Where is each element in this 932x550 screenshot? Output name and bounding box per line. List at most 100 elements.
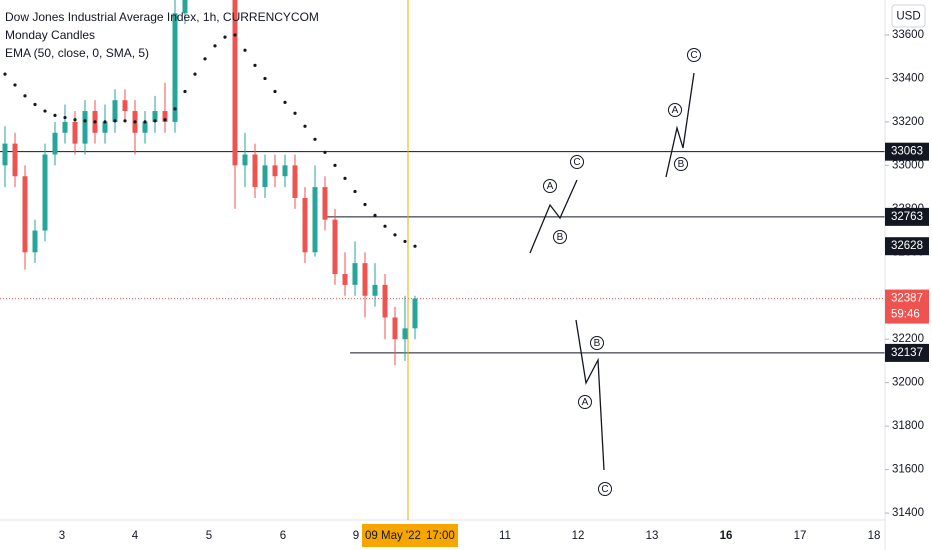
wave-label-circle <box>668 103 682 117</box>
x-tick-label: 16 <box>720 530 733 542</box>
wave-drawing[interactable] <box>529 72 695 471</box>
candle-body <box>12 143 18 177</box>
candle-body <box>402 328 408 340</box>
ema-dot <box>243 48 247 52</box>
ema-dot <box>273 89 277 94</box>
ema-dot <box>353 189 357 194</box>
indicator-label: EMA (50, close, 0, SMA, 5) <box>5 46 149 60</box>
x-tick-label: 5 <box>206 530 212 542</box>
candle-body <box>42 154 48 231</box>
ema-dot <box>113 119 117 123</box>
y-tick-label: 31800 <box>892 420 924 432</box>
y-tick-label: 33000 <box>892 159 924 171</box>
ema-dot <box>173 107 177 111</box>
crosshair-date: 09 May '22 <box>365 530 421 542</box>
ema-dot <box>73 118 77 122</box>
candle-body <box>142 121 148 133</box>
ema-dot <box>233 33 237 37</box>
ema-dot <box>373 213 377 217</box>
candle-body <box>172 13 178 122</box>
candle-body <box>292 165 298 198</box>
ema-dot <box>343 176 347 181</box>
ema-dot <box>283 100 287 104</box>
candle-body <box>62 121 68 133</box>
candle-body <box>282 165 288 177</box>
ema-value-label: 32628 <box>891 240 923 252</box>
indicator-label: Monday Candles <box>5 28 95 42</box>
last-price-label: 32387 <box>891 293 923 305</box>
currency-label[interactable]: USD <box>896 11 920 23</box>
y-tick-label: 33600 <box>892 29 924 41</box>
candle-body <box>382 284 388 318</box>
ema-dot <box>43 109 47 113</box>
y-tick-label: 31400 <box>892 507 924 519</box>
wave-path[interactable] <box>529 179 578 254</box>
wave-label: A <box>672 105 679 116</box>
ema-dot <box>83 119 87 123</box>
level-box <box>885 343 929 362</box>
wave-label: C <box>690 50 697 61</box>
candle-body <box>112 100 118 122</box>
candle-body <box>412 298 418 329</box>
candle-body <box>372 284 378 296</box>
currency-button[interactable] <box>891 4 926 28</box>
wave-label-circle <box>570 155 584 169</box>
candle-body <box>102 121 108 133</box>
last-price-box <box>885 289 929 324</box>
ema-dot <box>103 120 107 124</box>
x-tick-label: 3 <box>59 530 65 542</box>
y-tick-label: 31600 <box>892 464 924 476</box>
candle-body <box>252 154 258 188</box>
x-tick-label: 6 <box>280 530 286 542</box>
crosshair-time: 17:00 <box>426 530 455 542</box>
ema-dot <box>303 124 307 128</box>
ema-dot <box>213 44 217 48</box>
candle-body <box>232 0 238 166</box>
candle-body <box>272 165 278 177</box>
candle-body <box>262 165 268 188</box>
level-box <box>885 142 929 161</box>
wave-label: A <box>547 181 554 192</box>
wave-label-circle <box>543 179 557 193</box>
wave-label-circle <box>578 395 592 409</box>
ema-dot <box>93 120 97 124</box>
ema-dot <box>53 113 57 117</box>
wave-path[interactable] <box>575 319 605 471</box>
x-tick-label: 17 <box>794 530 807 542</box>
x-tick-label: 9 <box>353 530 359 542</box>
ema-dot <box>323 150 327 154</box>
candle-body <box>392 317 398 340</box>
ema-dot <box>63 115 67 120</box>
wave-label: C <box>601 484 608 495</box>
wave-label-circle <box>687 48 701 62</box>
candle-body <box>122 100 128 112</box>
wave-label: B <box>557 232 564 243</box>
candle-body <box>22 176 28 253</box>
ema-dot <box>333 163 337 167</box>
wave-path[interactable] <box>665 72 695 178</box>
level-box <box>885 207 929 226</box>
x-tick-label: 13 <box>646 530 659 542</box>
ema-dot <box>263 76 267 81</box>
ema-dot <box>393 233 397 237</box>
wave-label: C <box>573 157 580 168</box>
ema-dot <box>3 72 7 76</box>
level-label: 32137 <box>891 347 923 359</box>
candle-body <box>2 143 8 166</box>
ema-dot <box>223 35 227 39</box>
ema-dot <box>383 224 387 228</box>
candle-body <box>152 111 158 122</box>
ema-dot <box>13 83 17 87</box>
candle-body <box>182 0 188 14</box>
ema-dot <box>203 57 207 61</box>
y-tick-label: 33200 <box>892 116 924 128</box>
plot-area <box>0 0 885 366</box>
ema-dot <box>253 63 257 68</box>
wave-label-circle <box>674 157 688 171</box>
ema-dot <box>293 111 297 115</box>
ema-dot <box>193 72 197 76</box>
candle-body <box>362 263 368 296</box>
ema-value-box <box>885 237 929 256</box>
